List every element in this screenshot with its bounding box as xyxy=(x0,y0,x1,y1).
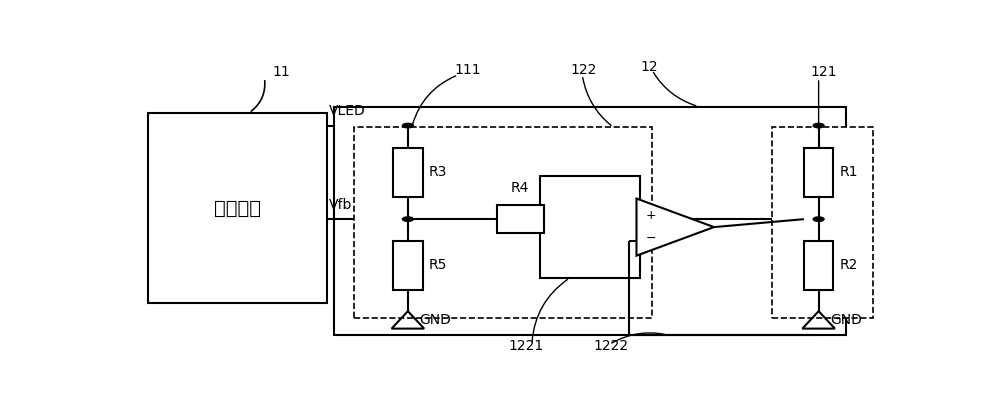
Text: GND: GND xyxy=(420,313,451,327)
Bar xyxy=(772,127,873,318)
Text: −: − xyxy=(646,232,656,245)
Text: 1221: 1221 xyxy=(509,339,544,353)
Text: 1222: 1222 xyxy=(594,339,629,353)
Text: R1: R1 xyxy=(840,165,858,179)
Bar xyxy=(393,241,423,290)
Circle shape xyxy=(402,217,413,221)
Text: GND: GND xyxy=(830,313,862,327)
Bar xyxy=(540,176,640,278)
Text: R2: R2 xyxy=(840,258,858,272)
Circle shape xyxy=(813,217,824,221)
Bar xyxy=(804,148,833,197)
Text: R3: R3 xyxy=(429,165,447,179)
Circle shape xyxy=(402,123,413,128)
Bar xyxy=(148,113,326,303)
Text: R4: R4 xyxy=(511,181,529,195)
Bar xyxy=(354,127,652,318)
Bar xyxy=(334,107,846,335)
Text: 电源模块: 电源模块 xyxy=(214,199,261,218)
Bar xyxy=(804,241,833,290)
Text: R5: R5 xyxy=(429,258,447,272)
Bar xyxy=(393,148,423,197)
Text: 111: 111 xyxy=(454,63,481,77)
Circle shape xyxy=(813,123,824,128)
Text: 11: 11 xyxy=(272,65,290,79)
Polygon shape xyxy=(637,199,714,255)
Text: Vfb: Vfb xyxy=(329,198,352,212)
Text: 121: 121 xyxy=(811,65,837,79)
Text: 12: 12 xyxy=(640,60,658,74)
Text: +: + xyxy=(646,209,656,222)
Text: 122: 122 xyxy=(571,63,597,77)
Text: VLED: VLED xyxy=(329,104,366,118)
Bar xyxy=(497,205,544,234)
